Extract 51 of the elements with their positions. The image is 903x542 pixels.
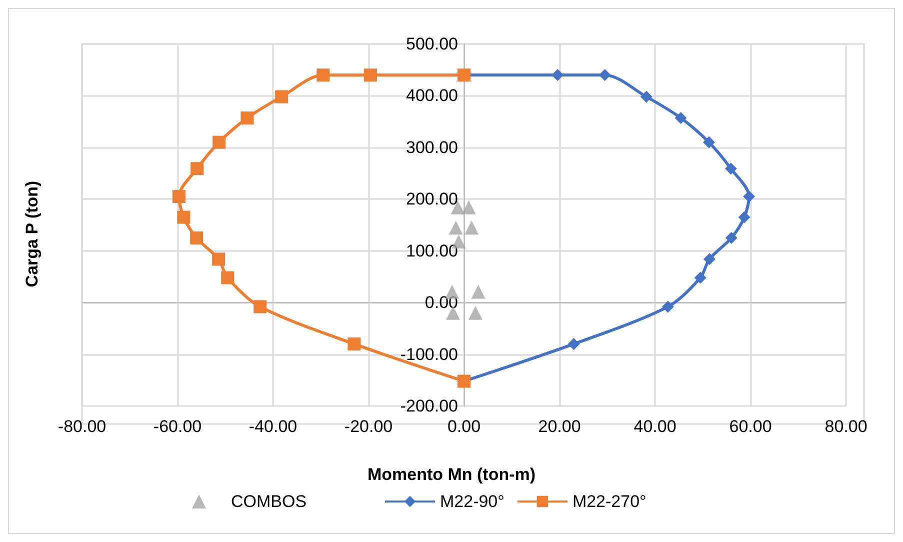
point: [275, 90, 288, 104]
x-tick-label: -60.00: [153, 417, 202, 436]
point: [738, 211, 750, 224]
point: [703, 253, 716, 266]
point: [725, 232, 738, 244]
point: [448, 220, 463, 235]
legend-label: M22-90°: [440, 492, 504, 511]
point: [190, 231, 204, 244]
y-tick-label: 300.00: [406, 138, 458, 157]
y-tick-label: 400.00: [406, 86, 458, 106]
x-tick-label: 0.00: [447, 417, 481, 436]
legend-label: COMBOS: [231, 492, 307, 511]
y-tick-label: 100.00: [406, 241, 458, 260]
point: [743, 190, 756, 203]
x-tick-label: 40.00: [634, 417, 676, 436]
point: [364, 68, 377, 82]
y-tick-label: 500.00: [406, 34, 458, 54]
y-axis-title: Carga P (ton): [22, 180, 42, 288]
point: [464, 220, 479, 235]
point: [674, 112, 687, 124]
point: [172, 190, 186, 204]
point: [462, 200, 476, 214]
point: [694, 272, 706, 284]
point: [190, 162, 204, 176]
x-axis-title: Momento Mn (ton-m): [367, 465, 536, 484]
x-tick-label: 80.00: [824, 417, 868, 436]
x-tick-label: -80.00: [58, 417, 106, 436]
point: [177, 210, 190, 224]
point: [221, 271, 234, 284]
point: [468, 306, 482, 320]
point: [724, 162, 737, 175]
legend-label: M22-270°: [572, 492, 646, 511]
point: [662, 300, 674, 313]
y-tick-label: 200.00: [406, 190, 458, 209]
x-tick-label: -20.00: [344, 417, 393, 436]
point: [240, 111, 254, 124]
x-tick-label: 60.00: [729, 417, 772, 436]
point: [254, 300, 267, 314]
point: [316, 68, 330, 82]
point: [212, 252, 226, 266]
point: [471, 284, 486, 299]
x-tick-label: -40.00: [248, 417, 298, 436]
point: [640, 90, 652, 103]
point: [702, 136, 715, 148]
point: [348, 337, 361, 350]
y-tick-label: -200.00: [400, 396, 458, 416]
point: [568, 338, 580, 350]
y-tick-label: -100.00: [400, 344, 458, 364]
x-tick-label: 20.00: [538, 417, 581, 436]
y-tick-label: 0.00: [424, 293, 458, 312]
point: [212, 136, 226, 149]
